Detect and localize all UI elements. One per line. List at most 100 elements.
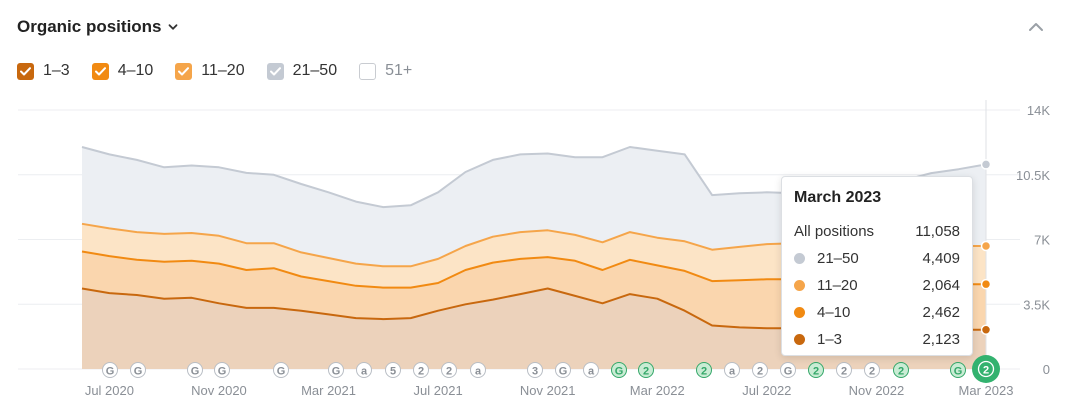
x-tick-label: Jul 2022 <box>742 383 791 398</box>
tooltip-row-label: 4–10 <box>817 304 851 321</box>
event-marker-active-circle <box>972 355 1000 383</box>
event-marker-circle <box>273 362 289 378</box>
event-marker[interactable]: G <box>273 362 289 378</box>
legend-label-21-50: 21–50 <box>292 62 338 79</box>
event-marker-circle <box>724 362 740 378</box>
event-marker[interactable]: 3 <box>527 362 543 378</box>
event-marker[interactable]: a <box>583 362 599 378</box>
event-marker-label: 5 <box>390 366 396 378</box>
event-marker-label: 2 <box>841 366 847 378</box>
legend-item-11-20[interactable]: 11–20 <box>175 62 245 80</box>
event-marker-label: 2 <box>418 366 424 378</box>
event-marker[interactable]: 2 <box>893 362 909 378</box>
tooltip-row-value: 2,064 <box>922 277 960 294</box>
event-marker-circle <box>864 362 880 378</box>
event-marker[interactable]: G <box>555 362 571 378</box>
checkbox-21-50[interactable] <box>266 62 284 80</box>
event-marker-circle <box>836 362 852 378</box>
legend-item-21-50[interactable]: 21–50 <box>266 62 338 80</box>
checkbox-51-plus[interactable] <box>359 62 377 80</box>
legend-item-51-plus[interactable]: 51+ <box>359 62 412 80</box>
y-tick-label: 3.5K <box>1023 297 1050 312</box>
event-marker[interactable]: 5 <box>385 362 401 378</box>
event-marker-circle <box>893 362 909 378</box>
event-marker-label: G <box>332 366 341 378</box>
point-4–10 <box>980 278 992 290</box>
event-marker-active-ring <box>977 360 995 378</box>
event-marker-label: a <box>729 366 736 378</box>
event-marker-circle <box>328 362 344 378</box>
legend-label-1-3: 1–3 <box>43 62 70 79</box>
y-tick-label: 14K <box>1027 103 1050 118</box>
chevron-up-icon <box>1029 23 1043 31</box>
tooltip-row-11-20: 11–20 2,064 <box>794 272 960 299</box>
event-marker[interactable]: 2 <box>836 362 852 378</box>
legend-item-4-10[interactable]: 4–10 <box>91 62 154 80</box>
event-marker[interactable]: 2 <box>696 362 712 378</box>
event-marker-active-label: 2 <box>983 365 989 377</box>
tooltip-dot <box>794 307 805 318</box>
event-marker-label: 2 <box>869 366 875 378</box>
event-marker[interactable]: G <box>780 362 796 378</box>
event-marker-label: a <box>361 366 368 378</box>
event-marker[interactable]: G <box>950 362 966 378</box>
checkbox-4-10[interactable] <box>91 62 109 80</box>
x-tick-label: Mar 2022 <box>630 383 685 398</box>
checkbox-1-3[interactable] <box>17 62 34 80</box>
event-marker-circle <box>780 362 796 378</box>
event-marker[interactable]: 2 <box>413 362 429 378</box>
event-marker-circle <box>555 362 571 378</box>
x-tick-label: Jul 2021 <box>414 383 463 398</box>
tooltip-row-label: 11–20 <box>817 277 858 294</box>
event-marker-label: 2 <box>446 366 452 378</box>
tooltip-dot <box>794 253 805 264</box>
event-marker[interactable]: 2 <box>808 362 824 378</box>
event-marker-circle <box>413 362 429 378</box>
event-marker[interactable]: G <box>187 362 203 378</box>
event-marker[interactable]: a <box>724 362 740 378</box>
event-marker-label: 2 <box>898 366 904 378</box>
event-marker-label: G <box>615 366 624 378</box>
event-marker[interactable]: a <box>470 362 486 378</box>
event-marker-label: G <box>784 366 793 378</box>
event-marker-label: 2 <box>757 366 763 378</box>
event-marker-label: G <box>559 366 568 378</box>
event-marker[interactable]: G <box>214 362 230 378</box>
event-marker-circle <box>441 362 457 378</box>
event-marker-label: 2 <box>813 366 819 378</box>
event-marker[interactable]: G <box>611 362 627 378</box>
event-marker[interactable]: 2 <box>864 362 880 378</box>
event-marker-circle <box>356 362 372 378</box>
event-marker[interactable]: G <box>102 362 118 378</box>
organic-positions-dropdown[interactable]: Organic positions <box>17 14 178 40</box>
tooltip-row-value: 4,409 <box>922 250 960 267</box>
event-marker[interactable]: a <box>356 362 372 378</box>
event-marker-label: a <box>588 366 595 378</box>
legend-label-4-10: 4–10 <box>117 62 154 79</box>
event-marker[interactable]: G <box>130 362 146 378</box>
legend-item-1-3[interactable]: 1–3 <box>17 62 70 80</box>
collapse-button[interactable] <box>1025 16 1047 38</box>
event-marker[interactable]: 2 <box>752 362 768 378</box>
section-title: Organic positions <box>17 17 162 36</box>
event-marker[interactable]: 2 <box>441 362 457 378</box>
event-marker-label: G <box>277 366 286 378</box>
checkbox-11-20[interactable] <box>175 62 193 80</box>
event-marker-circle <box>611 362 627 378</box>
tooltip-row-value: 2,462 <box>922 304 960 321</box>
event-marker[interactable]: G <box>328 362 344 378</box>
tooltip-row-value: 2,123 <box>922 331 960 348</box>
tooltip-row-1-3: 1–3 2,123 <box>794 326 960 353</box>
tooltip-row-21-50: 21–50 4,409 <box>794 245 960 272</box>
hover-points <box>980 159 992 335</box>
event-marker[interactable]: 2 <box>638 362 654 378</box>
event-marker-circle <box>187 362 203 378</box>
event-marker-label: 3 <box>532 366 538 378</box>
event-marker-label: 2 <box>643 366 649 378</box>
tooltip-row-all: All positions 11,058 <box>794 218 960 245</box>
event-marker-circle <box>214 362 230 378</box>
event-marker-label: G <box>191 366 200 378</box>
legend-label-11-20: 11–20 <box>201 62 245 79</box>
event-marker-circle <box>808 362 824 378</box>
event-marker-active[interactable]: 2 <box>972 355 1000 383</box>
